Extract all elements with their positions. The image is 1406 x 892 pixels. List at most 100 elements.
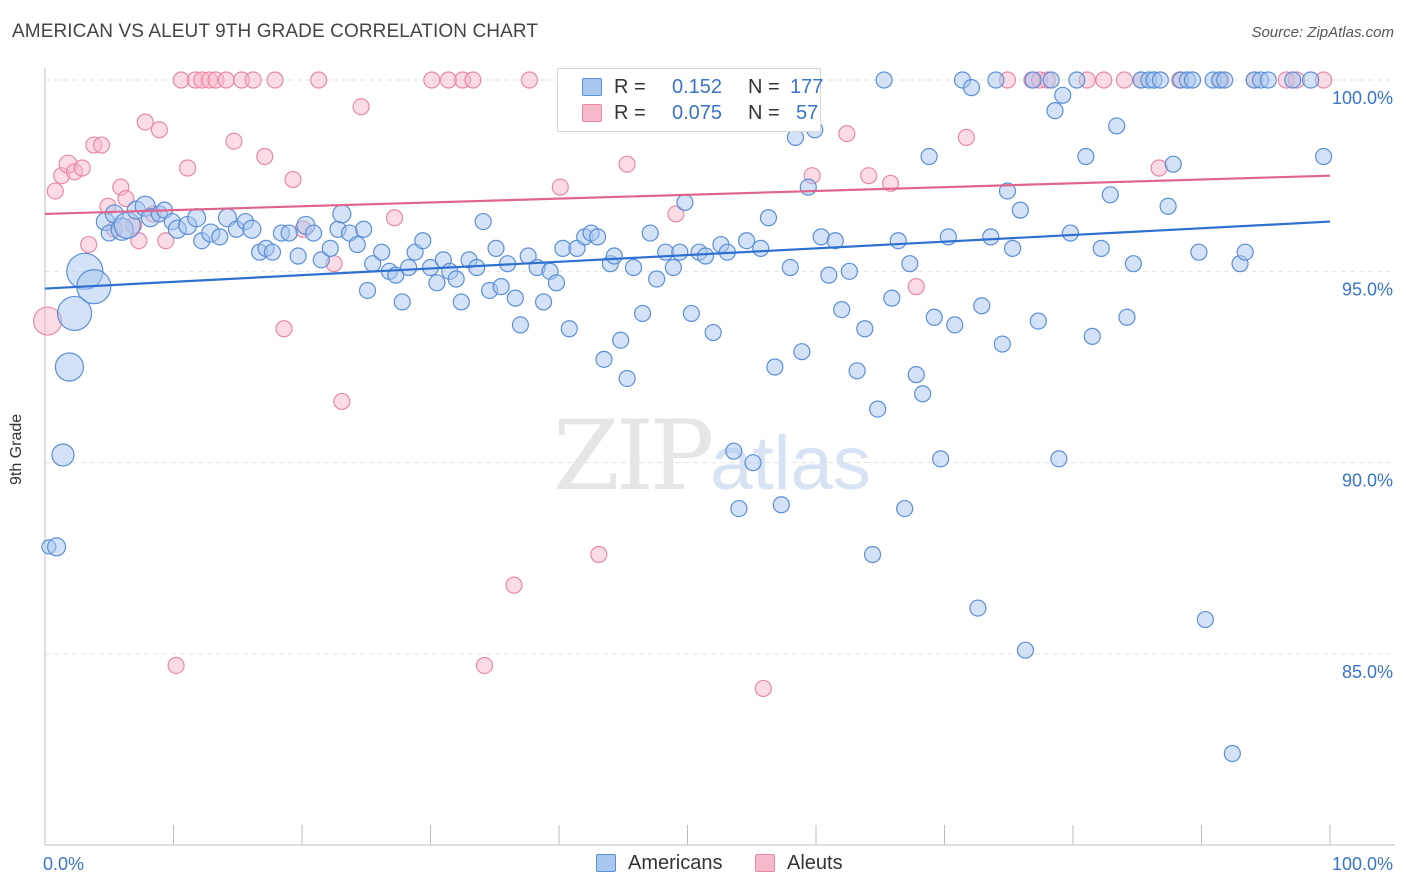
americans-point (641, 224, 659, 242)
americans-point (725, 442, 743, 460)
americans-point (969, 599, 987, 617)
watermark: ZIPatlas (553, 400, 871, 512)
americans-trend-line (44, 220, 1331, 290)
aleuts-n-value: 57 (796, 102, 819, 124)
americans-point (914, 385, 932, 403)
aleuts-point (352, 98, 370, 116)
aleuts-point (590, 545, 608, 564)
americans-point (946, 316, 964, 334)
americans-point (1016, 641, 1035, 659)
americans-point (612, 331, 630, 349)
americans-point (793, 343, 811, 361)
americans-point (932, 450, 950, 468)
series-legend: Americans Aleuts (0, 850, 1406, 880)
aleuts-point (520, 71, 539, 89)
americans-point (280, 224, 298, 242)
axis-layer (44, 68, 1395, 846)
americans-point (1164, 155, 1182, 173)
americans-point (1061, 224, 1080, 242)
americans-point (1011, 201, 1029, 219)
americans-point (759, 209, 778, 227)
y-tick-label-100: 100.0% (1332, 88, 1393, 108)
americans-point (312, 251, 330, 269)
americans-n-label: N = (748, 76, 780, 98)
aleuts-point (92, 136, 111, 154)
americans-legend-swatch (596, 854, 616, 872)
americans-point (187, 208, 207, 228)
americans-point (1314, 147, 1333, 166)
aleuts-point (256, 147, 274, 166)
americans-point (1083, 327, 1101, 345)
aleuts-trend-line (44, 174, 1331, 216)
americans-point (987, 71, 1005, 89)
americans-point (1284, 71, 1302, 89)
americans-point (447, 270, 465, 288)
americans-point (492, 278, 510, 296)
aleuts-r-label: R = (614, 102, 646, 124)
americans-point (452, 293, 470, 311)
grid-layer (45, 79, 1395, 655)
americans-point (588, 228, 607, 246)
americans-point (54, 352, 85, 382)
americans-point (1068, 71, 1086, 89)
aleuts-point (157, 232, 175, 250)
americans-point (889, 232, 907, 250)
aleuts-legend-label: Aleuts (787, 852, 843, 874)
americans-point (618, 369, 636, 388)
americans-point (595, 350, 613, 368)
americans-point (547, 274, 566, 292)
americans-point (373, 243, 391, 261)
aleuts-point (136, 113, 154, 131)
americans-point (1159, 197, 1177, 215)
aleuts-point (1115, 71, 1134, 89)
aleuts-point (667, 205, 685, 223)
americans-point (1151, 71, 1169, 89)
americans-point (355, 220, 373, 238)
americans-point (896, 499, 914, 518)
americans-point (468, 258, 486, 277)
americans-point (973, 297, 991, 315)
aleuts-swatch (582, 104, 602, 122)
americans-point (487, 239, 505, 257)
chart-title: AMERICAN VS ALEUT 9TH GRADE CORRELATION … (12, 21, 539, 42)
americans-point (332, 204, 352, 224)
americans-point (648, 270, 666, 288)
aleuts-point (167, 656, 185, 675)
americans-point (633, 304, 652, 323)
americans-point (772, 496, 790, 514)
americans-point (1236, 243, 1254, 261)
americans-point (1046, 102, 1064, 120)
americans-point (752, 239, 770, 257)
americans-point (1302, 71, 1320, 89)
americans-point (671, 243, 689, 261)
watermark-atlas: atlas (710, 421, 871, 506)
aleuts-r-value: 0.075 (672, 102, 723, 124)
americans-point (901, 255, 919, 273)
americans-point (812, 228, 830, 246)
americans-point (781, 258, 799, 277)
trend-layer (44, 174, 1331, 290)
americans-point (1216, 71, 1234, 89)
aleuts-point (907, 278, 925, 296)
aleuts-point (266, 71, 284, 89)
aleuts-point (73, 159, 91, 177)
americans-point (304, 224, 323, 242)
americans-point (211, 228, 229, 246)
aleuts-legend-swatch (755, 854, 775, 872)
aleuts-point (179, 159, 197, 177)
americans-point (506, 289, 524, 307)
americans-r-label: R = (614, 76, 646, 98)
aleuts-point (881, 174, 900, 192)
aleuts-point (505, 576, 523, 594)
y-tick-label-95: 95.0% (1342, 279, 1393, 299)
aleuts-point (225, 132, 243, 150)
americans-point (1259, 71, 1277, 89)
americans-point (534, 293, 553, 311)
americans-point (1101, 186, 1119, 204)
americans-point (289, 247, 307, 265)
aleuts-point (310, 71, 328, 89)
americans-point (766, 358, 784, 376)
americans-point (704, 323, 722, 342)
aleuts-point (130, 232, 148, 250)
